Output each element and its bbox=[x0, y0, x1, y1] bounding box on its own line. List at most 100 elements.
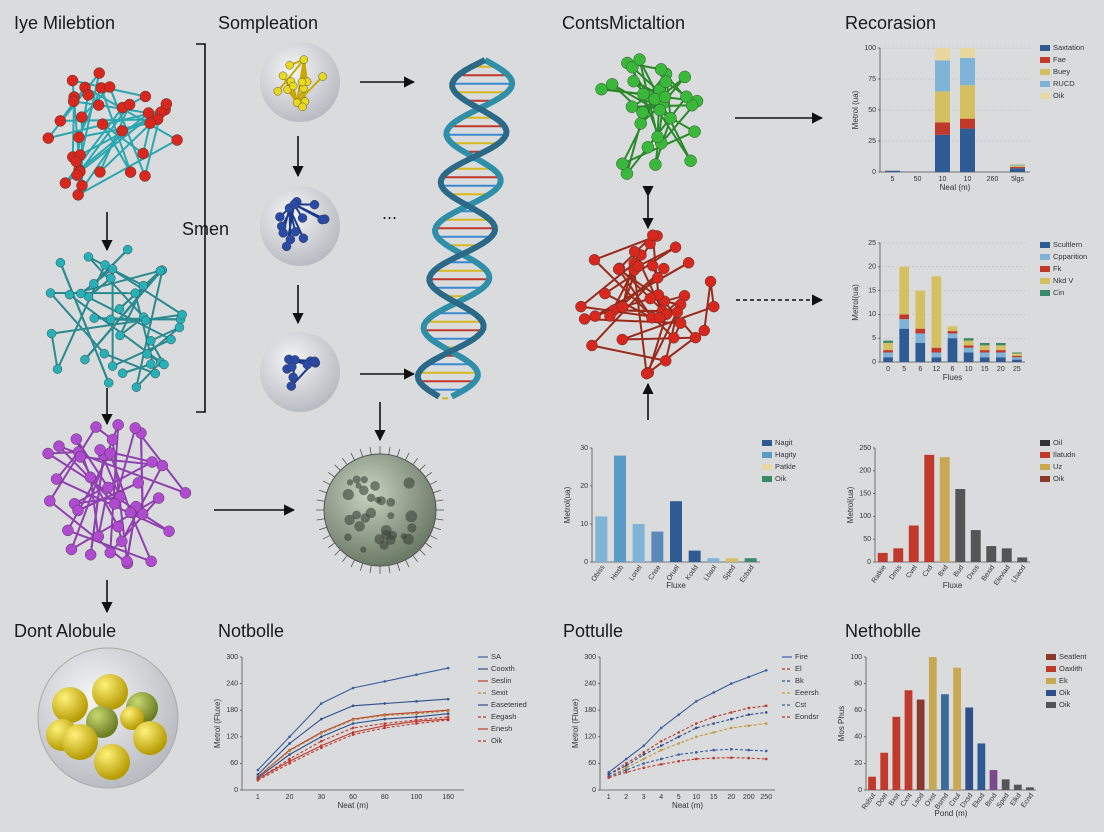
legend-label: Oik bbox=[1053, 91, 1065, 100]
atom bbox=[115, 330, 125, 341]
atom bbox=[99, 348, 110, 359]
bar-segment bbox=[1010, 165, 1025, 168]
bar-segment bbox=[935, 60, 950, 92]
atom bbox=[689, 331, 702, 344]
globule-part bbox=[120, 706, 144, 730]
spike bbox=[327, 472, 335, 478]
bond bbox=[277, 58, 305, 92]
legend-swatch bbox=[762, 476, 772, 482]
atom bbox=[632, 260, 645, 272]
atom bbox=[71, 169, 83, 181]
point bbox=[659, 762, 663, 766]
atom bbox=[141, 315, 151, 326]
bar-segment bbox=[915, 342, 926, 362]
bond bbox=[78, 122, 151, 139]
atom bbox=[66, 74, 79, 87]
bar-segment bbox=[915, 290, 926, 329]
bracket bbox=[196, 43, 206, 413]
point bbox=[694, 726, 698, 730]
x-tick-label: 20 bbox=[727, 794, 735, 801]
atom bbox=[658, 262, 670, 275]
globule-part bbox=[133, 721, 167, 755]
point bbox=[694, 751, 698, 754]
atom bbox=[53, 440, 65, 452]
atom bbox=[297, 77, 307, 87]
point bbox=[624, 762, 628, 765]
atom bbox=[73, 131, 85, 143]
x-tick-label: 2 bbox=[624, 794, 628, 801]
atom bbox=[112, 419, 124, 431]
bar-segment bbox=[996, 357, 1006, 362]
bond bbox=[67, 529, 152, 563]
virus-spot bbox=[405, 510, 418, 523]
spike bbox=[316, 499, 325, 502]
atom bbox=[92, 99, 105, 111]
point bbox=[624, 766, 628, 770]
bond bbox=[112, 338, 172, 368]
bond bbox=[70, 424, 120, 550]
bond bbox=[80, 292, 172, 341]
point bbox=[607, 773, 611, 776]
atom bbox=[595, 83, 608, 96]
y-tick-label: 15 bbox=[868, 287, 876, 294]
y-tick-label: 0 bbox=[867, 559, 871, 566]
y-tick-label: 40 bbox=[854, 734, 862, 741]
y-tick-label: 120 bbox=[584, 734, 596, 741]
virus-spot bbox=[370, 481, 380, 491]
atom bbox=[286, 381, 297, 391]
bar-segment bbox=[996, 345, 1006, 351]
virus-spot bbox=[354, 520, 365, 532]
atom bbox=[96, 118, 109, 130]
spike bbox=[396, 449, 401, 457]
virus-spot bbox=[407, 523, 417, 533]
point bbox=[642, 757, 646, 761]
point bbox=[642, 766, 646, 770]
virus-spot bbox=[344, 514, 355, 526]
x-tick-label: 200 bbox=[743, 794, 755, 801]
point bbox=[642, 762, 646, 765]
atom bbox=[117, 368, 128, 378]
atom bbox=[708, 300, 720, 313]
bar bbox=[904, 690, 913, 790]
legend-swatch bbox=[1040, 93, 1050, 99]
bond bbox=[84, 86, 178, 141]
atom bbox=[106, 273, 116, 283]
atom bbox=[107, 264, 118, 274]
bar-segment bbox=[960, 128, 975, 172]
virus-spot bbox=[385, 535, 396, 545]
bar bbox=[1017, 557, 1028, 562]
spike bbox=[435, 518, 444, 521]
point bbox=[624, 764, 628, 767]
atom bbox=[640, 367, 653, 380]
point bbox=[415, 700, 418, 703]
point bbox=[288, 749, 291, 753]
bond bbox=[87, 256, 145, 318]
legend-swatch bbox=[762, 440, 772, 446]
bar-segment bbox=[996, 350, 1006, 353]
bar-segment bbox=[883, 357, 893, 362]
atom bbox=[104, 447, 116, 459]
y-tick-label: 240 bbox=[584, 680, 596, 687]
atom bbox=[641, 141, 655, 154]
y-axis-label: Metrol(ua) bbox=[851, 284, 860, 321]
chart-title: Notbolle bbox=[218, 621, 284, 641]
point bbox=[642, 744, 646, 747]
y-tick-label: 150 bbox=[859, 490, 871, 497]
x-axis-label: Fluxe bbox=[943, 581, 963, 590]
bond bbox=[59, 262, 110, 384]
point bbox=[415, 719, 418, 723]
spike bbox=[334, 464, 341, 471]
bond bbox=[580, 305, 660, 319]
bond bbox=[580, 262, 635, 308]
spike bbox=[419, 549, 426, 556]
legend-swatch bbox=[1040, 452, 1050, 458]
virus bbox=[323, 453, 437, 567]
x-tick-label: 50 bbox=[914, 176, 922, 183]
dna-strand bbox=[420, 57, 516, 400]
atom bbox=[654, 63, 668, 76]
legend-label: Buey bbox=[1053, 67, 1070, 76]
atom bbox=[46, 328, 57, 339]
y-tick-label: 300 bbox=[584, 654, 596, 661]
atom bbox=[287, 362, 297, 372]
